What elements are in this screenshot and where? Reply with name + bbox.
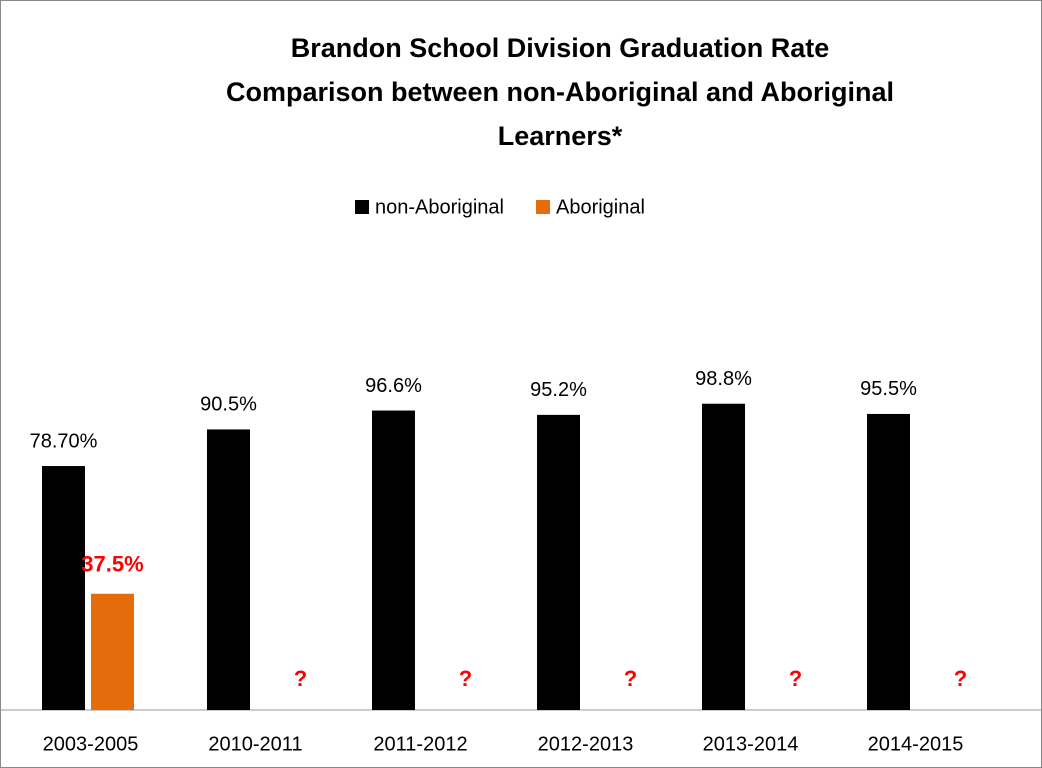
x-tick-label: 2011-2012 [373, 733, 467, 755]
data-label: 37.5% [81, 552, 143, 577]
legend-swatch [535, 200, 550, 214]
chart-title: Comparison between non-Aboriginal and Ab… [226, 77, 894, 107]
data-label: ? [954, 666, 967, 691]
bar [867, 413, 910, 710]
data-label: ? [624, 666, 637, 691]
data-label: 95.5% [860, 378, 917, 400]
x-tick-label: 2012-2013 [538, 733, 634, 755]
x-tick-label: 2014-2015 [868, 733, 964, 755]
legend-swatch [355, 200, 369, 214]
x-tick-label: 2010-2011 [208, 733, 302, 755]
x-tick-label: 2013-2014 [703, 733, 799, 755]
legend-label: non-Aboriginal [375, 196, 504, 218]
bar [91, 593, 134, 710]
data-label: 90.5% [200, 394, 257, 416]
data-label: 78.70% [30, 430, 98, 452]
x-tick-label: 2003-2005 [43, 733, 139, 755]
data-label: 98.8% [695, 368, 752, 390]
chart-title: Learners* [498, 121, 623, 151]
data-label: ? [789, 666, 802, 691]
chart-title: Brandon School Division Graduation Rate [291, 33, 830, 63]
bar [702, 403, 745, 710]
bar [372, 410, 415, 710]
data-label: ? [294, 666, 307, 691]
bar [537, 414, 580, 710]
data-label: 95.2% [530, 379, 587, 401]
data-label: 96.6% [365, 375, 422, 397]
legend-label: Aboriginal [556, 196, 645, 218]
data-label: ? [459, 666, 472, 691]
bar [42, 466, 85, 710]
bar [207, 429, 250, 710]
